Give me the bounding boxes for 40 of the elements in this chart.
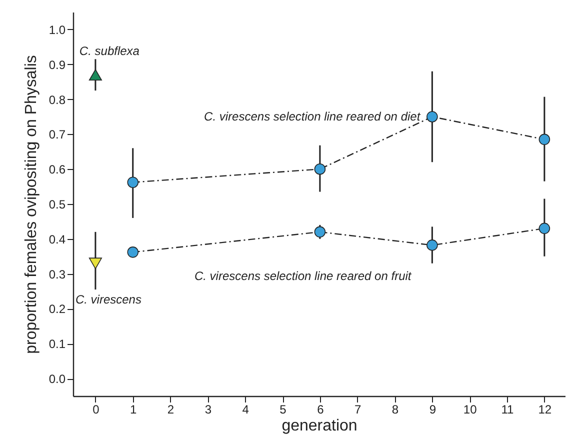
x-tick-label: 8 (392, 402, 399, 416)
y-tick-label: 0.9 (48, 58, 66, 72)
x-tick-label: 3 (204, 402, 212, 416)
y-tick-label: 0.1 (48, 337, 66, 352)
x-tick-label: 10 (463, 402, 478, 416)
y-tick-label: 0.6 (48, 162, 66, 177)
point (314, 163, 326, 175)
x-tick-label: 1 (130, 402, 138, 416)
y-tick-label: 0.0 (48, 372, 66, 386)
y-axis-title: proportion females ovipositing on Physalis (22, 55, 40, 354)
y-tick-label: 1.0 (48, 22, 66, 37)
point (538, 134, 550, 146)
point (314, 226, 326, 238)
y-tick-label: 0.8 (48, 92, 66, 107)
text: C. virescens (75, 292, 142, 306)
y-tick-label: 0.7 (48, 128, 66, 142)
point (127, 246, 139, 258)
point (426, 111, 438, 122)
point (88, 258, 102, 270)
point (426, 240, 438, 251)
x-tick-label: 2 (167, 402, 174, 416)
x-axis-title: generation (282, 418, 358, 434)
x-tick-label: 5 (280, 402, 287, 416)
y-tick-label: 0.5 (48, 198, 66, 212)
series-label: C. virescens selection line reared on fruit (194, 269, 412, 284)
x-tick-label: 4 (242, 402, 250, 416)
x-tick-label: 12 (538, 402, 552, 416)
y-tick-label: 0.2 (48, 302, 66, 316)
point (88, 69, 102, 81)
x-tick-label: 7 (354, 402, 362, 416)
series-label: C. subflexa (79, 44, 140, 58)
x-tick-label: 6 (317, 402, 324, 416)
series-label: C. virescens selection line reared on diet (204, 110, 421, 124)
x-tick-label: 0 (92, 402, 100, 416)
point (538, 222, 550, 234)
y-tick-label: 0.3 (48, 267, 66, 282)
x-tick-label: 11 (501, 402, 514, 416)
x-tick-label: 9 (429, 402, 436, 416)
y-tick-label: 0.4 (48, 232, 66, 246)
point (127, 176, 139, 188)
